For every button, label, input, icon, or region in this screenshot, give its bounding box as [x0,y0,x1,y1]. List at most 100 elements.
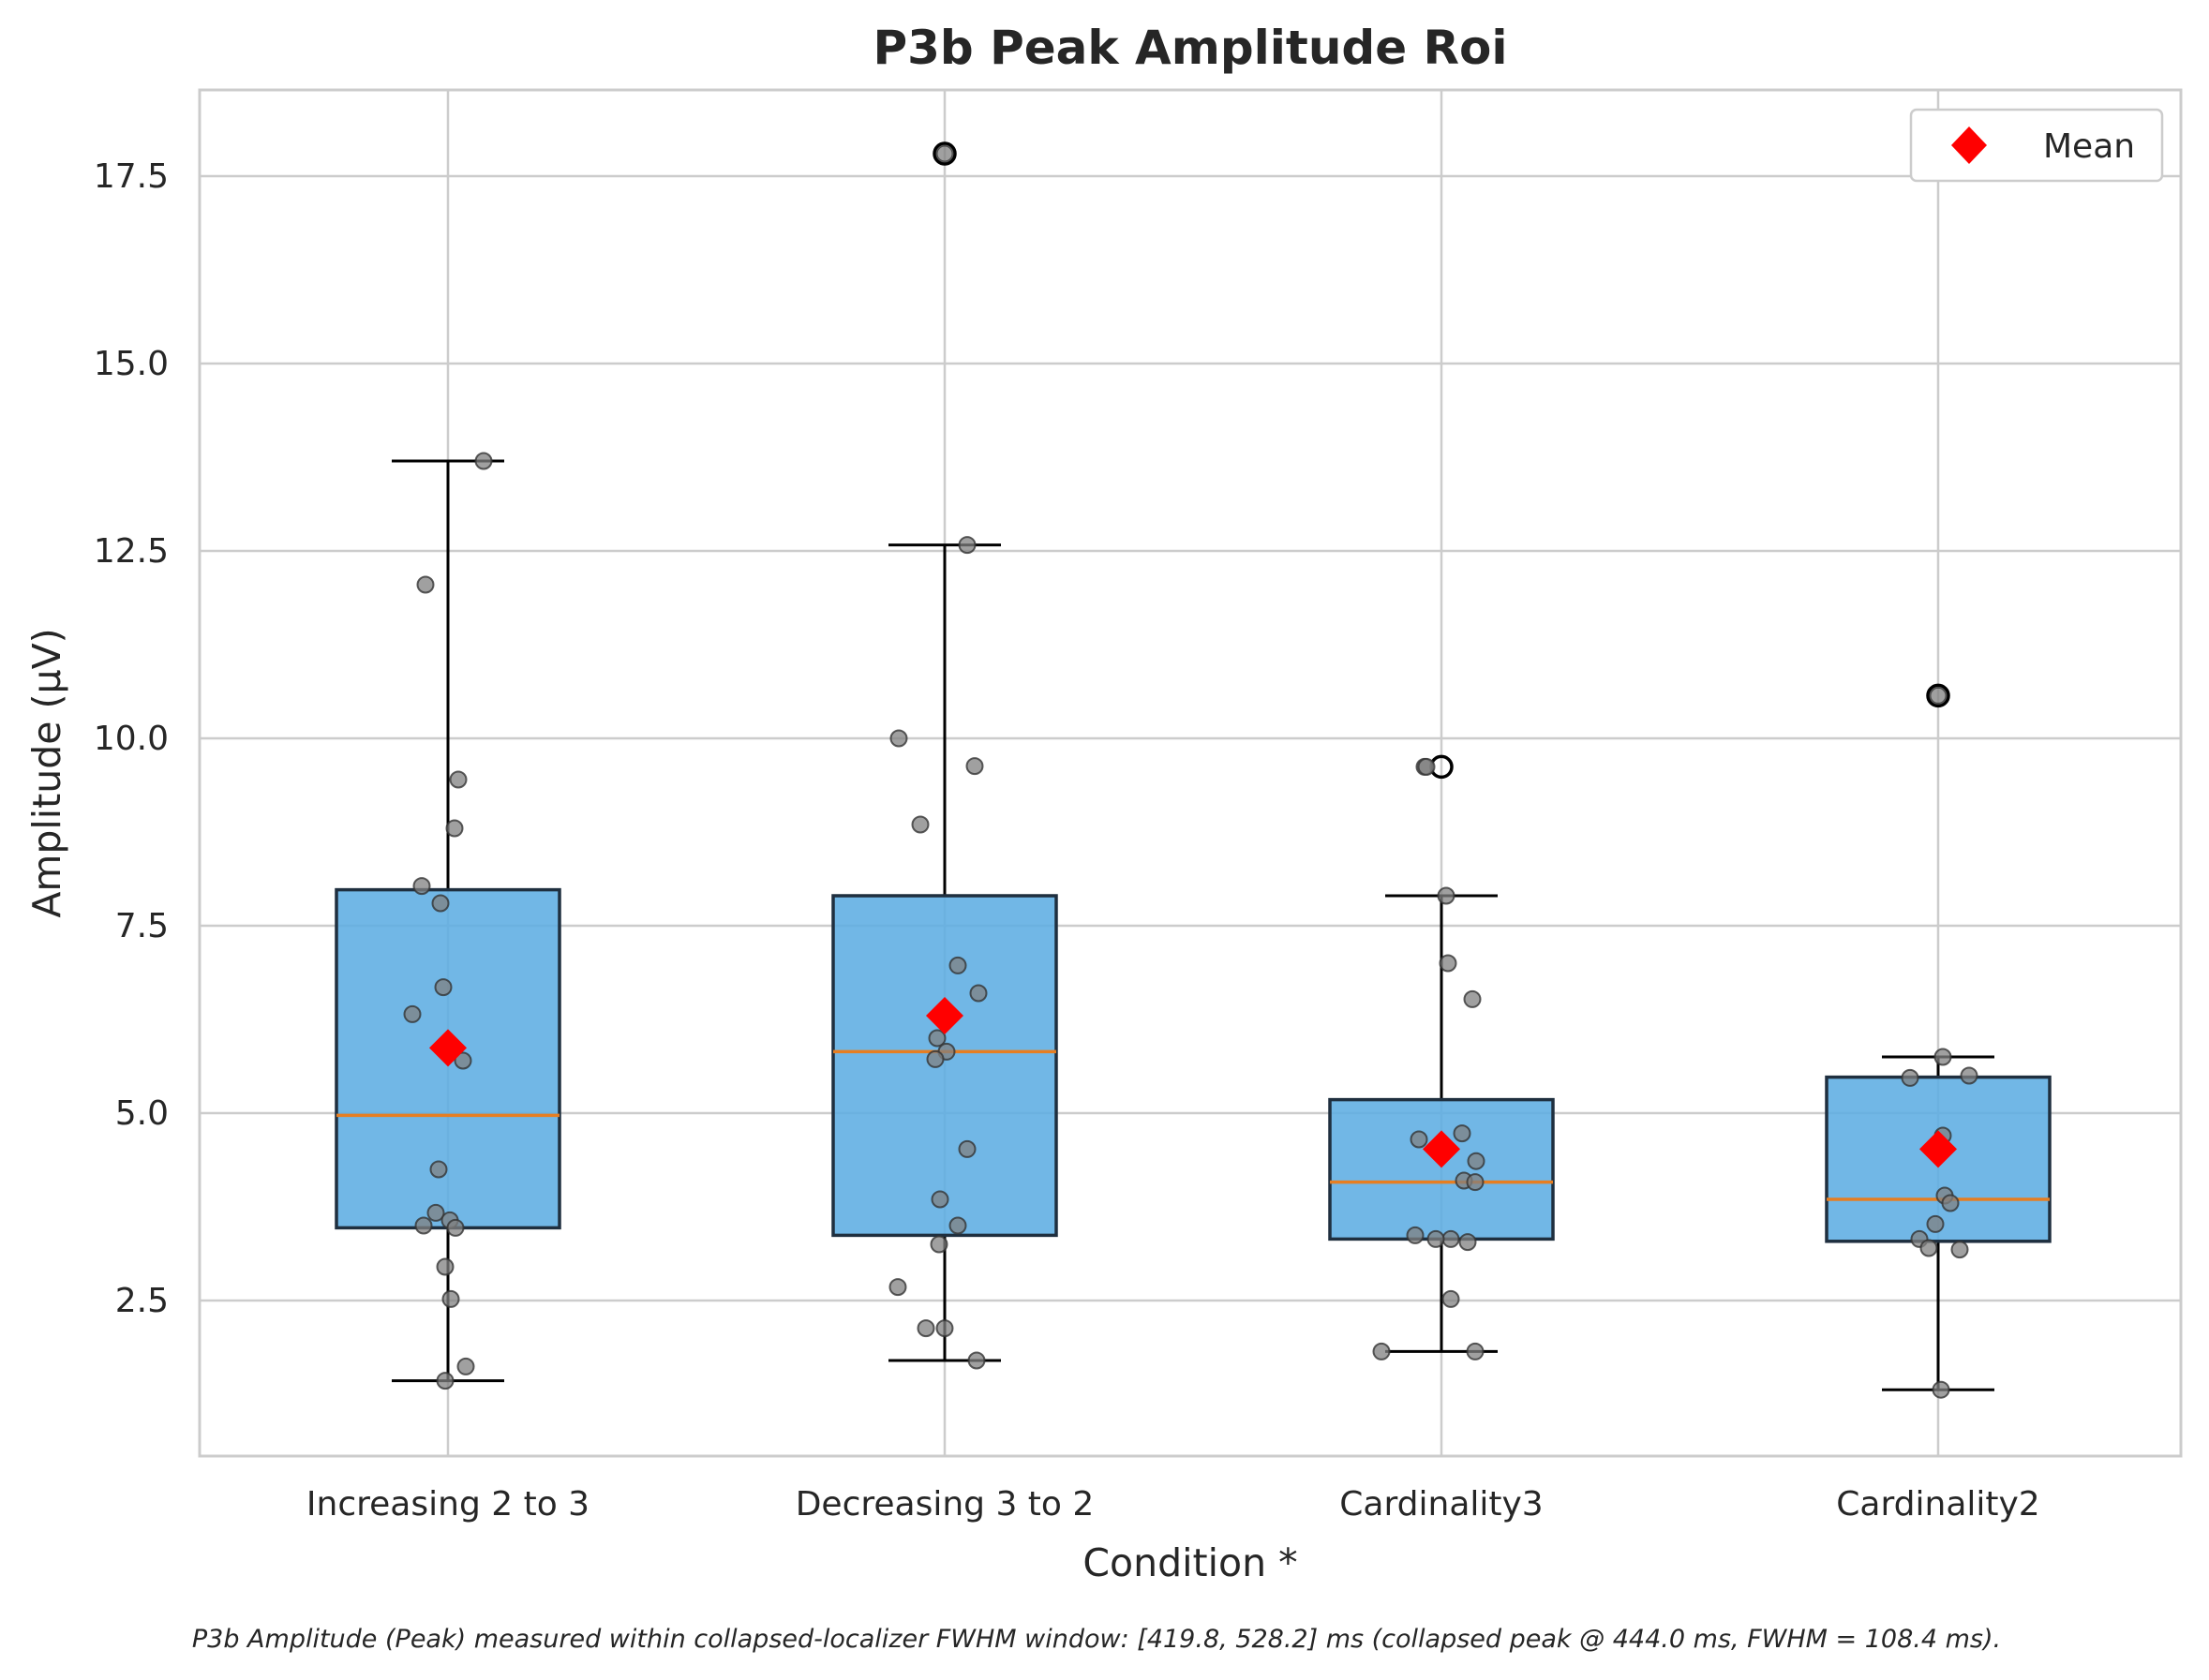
data-point [967,1351,986,1370]
data-point [1372,1342,1391,1360]
data-point [1467,1152,1485,1170]
data-point [965,757,984,776]
data-point [436,1372,455,1390]
y-axis-ticks: 2.5 5.0 7.5 10.0 12.5 15.0 17.5 [94,157,169,1320]
data-point [1410,1130,1428,1149]
boxes-layer [335,141,2052,1391]
data-point [888,1278,907,1297]
x-axis-ticks: Increasing 2 to 3 Decreasing 3 to 2 Cardin… [306,1485,2040,1524]
y-tick-label: 5.0 [115,1094,169,1133]
legend-box [1909,108,2164,183]
data-point [441,1289,460,1308]
data-point [449,770,468,789]
data-point [1941,1194,1960,1212]
box-1 [335,459,561,1383]
mean-marker [429,1029,467,1067]
data-point [928,1029,947,1048]
data-point [1919,1239,1938,1257]
y-tick-label: 2.5 [115,1282,169,1320]
footnote: P3b Amplitude (Peak) measured within col… [192,1625,2001,1654]
y-axis-label: Amplitude (µV) [24,628,69,917]
points-2 [888,144,988,1370]
data-point [445,819,464,838]
legend-mean-marker [1951,126,1987,164]
data-point [1901,1068,1919,1087]
mean-marker [1919,1130,1957,1168]
data-point [1950,1241,1969,1259]
box-3 [1328,754,1555,1353]
outlier-marker [1926,683,1950,708]
points-4 [1901,686,1978,1399]
y-tick-label: 7.5 [115,907,169,945]
points-3 [1372,757,1485,1360]
data-point [426,1203,445,1222]
mean-marker [1423,1130,1460,1168]
data-point [429,1160,448,1179]
data-point [1417,757,1436,776]
data-point [1458,1233,1477,1252]
data-point [1933,1048,1952,1066]
data-point [412,877,431,896]
points-layer [403,144,1978,1399]
data-point [1929,686,1948,705]
data-point [958,536,977,555]
data-point [1406,1226,1425,1244]
y-tick-label: 12.5 [94,532,169,571]
iqr-box [831,894,1058,1238]
data-point [948,956,967,974]
data-point [935,144,954,163]
data-point [1463,989,1482,1008]
plot-frame [198,88,2183,1458]
x-tick-label: Cardinality3 [1339,1485,1543,1524]
data-point [911,815,930,834]
data-point [434,978,453,997]
data-point [917,1319,935,1338]
data-point [1453,1124,1471,1143]
data-point [935,1319,954,1338]
data-point [1441,1289,1460,1308]
data-point [926,1049,945,1068]
data-point [1437,886,1455,905]
data-point [1932,1380,1950,1399]
data-point [436,1257,455,1276]
data-point [431,894,450,913]
x-axis-label: Condition * [1082,1540,1297,1585]
legend-label-mean: Mean [2043,127,2135,166]
data-point [1466,1342,1485,1360]
data-point [454,1051,472,1070]
data-point [416,575,435,594]
data-point [414,1216,433,1235]
chart-title: P3b Peak Amplitude Roi [873,21,1507,75]
data-point [456,1357,475,1375]
iqr-box [1328,1097,1555,1241]
data-point [1926,1214,1945,1233]
data-point [403,1004,422,1023]
data-point [930,1235,948,1254]
outlier-marker [933,141,957,166]
data-point [958,1139,977,1158]
data-point [474,452,493,470]
y-tick-label: 17.5 [94,157,169,196]
box-2 [831,141,1058,1362]
data-point [1441,1229,1460,1248]
data-point [446,1218,465,1237]
data-point [948,1216,967,1235]
data-point [889,729,908,748]
legend: Mean [1909,108,2164,183]
mean-marker [926,997,963,1034]
data-point [1439,954,1457,973]
data-point [969,984,988,1003]
x-tick-label: Cardinality2 [1836,1485,2039,1524]
x-tick-label: Decreasing 3 to 2 [796,1485,1095,1524]
y-tick-label: 10.0 [94,720,169,758]
data-point [1960,1066,1978,1085]
plot-area [198,88,2183,1458]
means-layer [429,997,1957,1168]
data-point [1466,1173,1485,1192]
y-tick-label: 15.0 [94,345,169,383]
points-1 [403,452,493,1390]
data-point [931,1190,949,1209]
data-point [1426,1229,1445,1248]
x-tick-label: Increasing 2 to 3 [306,1485,590,1524]
